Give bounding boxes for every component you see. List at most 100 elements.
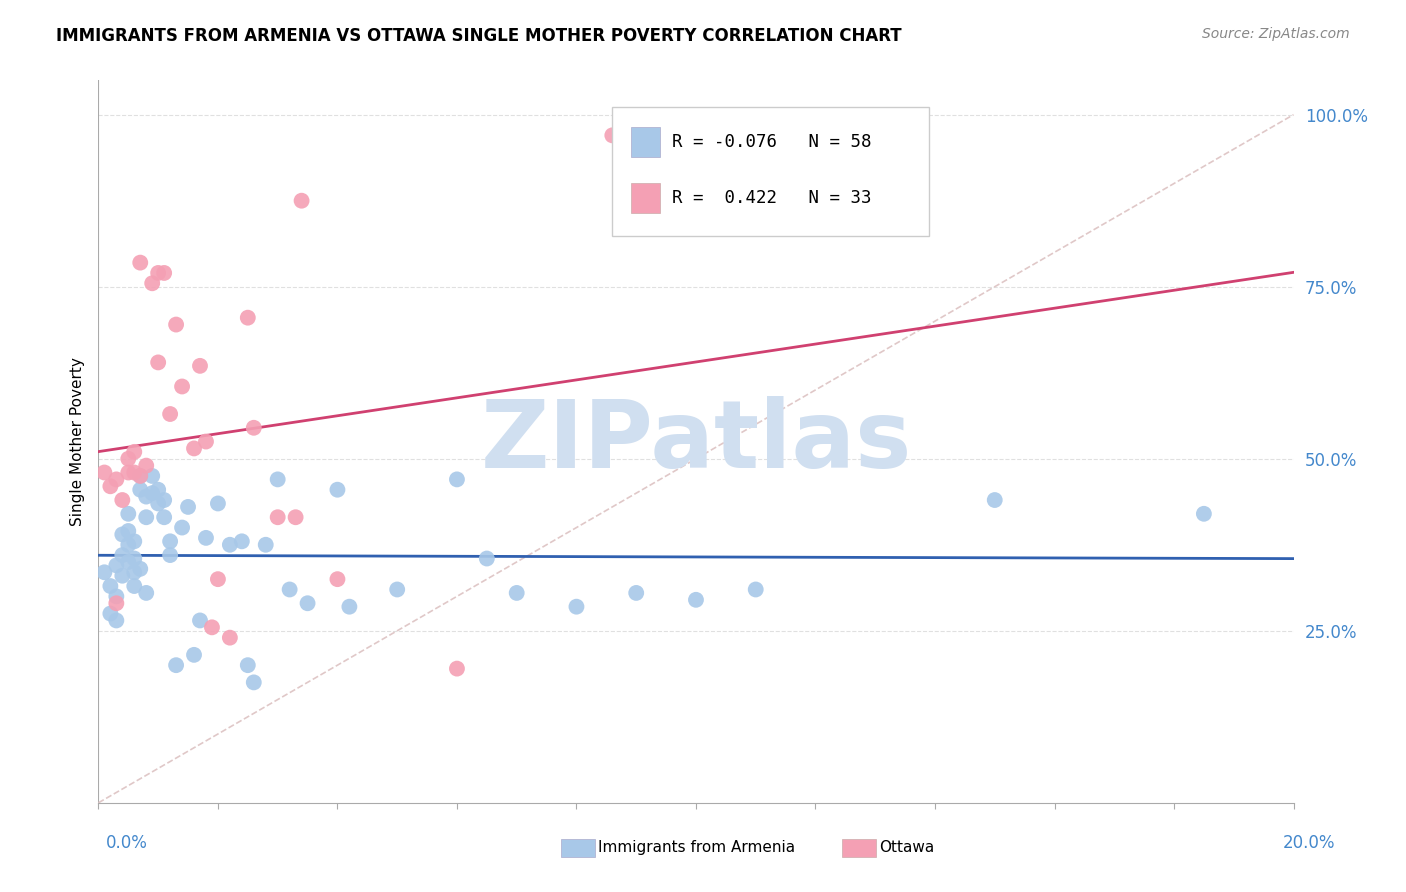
Point (219, 631, 242, 645)
Point (98, 607, 122, 621)
Point (159, 407, 181, 421)
Point (446, 662, 468, 676)
Point (626, 586, 648, 600)
Point (685, 592, 707, 607)
Point (117, 538, 139, 552)
Text: ZIPatlas: ZIPatlas (481, 395, 911, 488)
Point (165, 658, 187, 673)
Point (267, 510, 290, 524)
Point (231, 534, 253, 549)
Point (201, 620, 224, 634)
Point (93, 566, 115, 580)
Point (111, 493, 134, 508)
Point (243, 675, 266, 690)
Point (326, 572, 349, 586)
Point (159, 548, 181, 562)
Point (183, 648, 205, 662)
Point (602, 128, 624, 143)
Point (195, 531, 218, 545)
Text: Source: ZipAtlas.com: Source: ZipAtlas.com (1202, 27, 1350, 41)
Point (135, 458, 157, 473)
Point (124, 445, 146, 459)
Point (117, 466, 139, 480)
Point (129, 562, 152, 576)
Point (159, 534, 181, 549)
Point (475, 551, 498, 566)
Point (105, 558, 128, 573)
Point (177, 500, 200, 514)
Y-axis label: Single Mother Poverty: Single Mother Poverty (69, 357, 84, 526)
Point (105, 590, 128, 604)
Point (297, 596, 319, 610)
Point (111, 548, 134, 562)
Point (105, 472, 128, 486)
FancyBboxPatch shape (631, 183, 661, 213)
Point (284, 510, 307, 524)
Point (243, 421, 266, 435)
Point (172, 379, 194, 393)
FancyBboxPatch shape (613, 107, 929, 235)
Point (148, 483, 170, 497)
Point (105, 614, 128, 628)
Point (984, 493, 1007, 508)
Point (339, 599, 361, 614)
Point (124, 551, 146, 566)
FancyBboxPatch shape (631, 127, 661, 157)
Point (129, 255, 152, 269)
Point (135, 490, 157, 504)
Point (188, 614, 211, 628)
Point (207, 572, 229, 586)
Point (446, 472, 468, 486)
Text: Ottawa: Ottawa (879, 840, 934, 855)
Point (124, 534, 146, 549)
Point (172, 520, 194, 534)
Point (105, 596, 128, 610)
Point (183, 442, 205, 456)
Point (124, 466, 146, 480)
Point (236, 310, 259, 325)
Point (117, 451, 139, 466)
Point (141, 277, 163, 291)
Point (153, 266, 176, 280)
Point (254, 538, 277, 552)
Point (93, 466, 115, 480)
Text: 0.0%: 0.0% (105, 834, 148, 852)
Point (111, 527, 134, 541)
Point (148, 266, 170, 280)
Point (141, 469, 163, 483)
Point (236, 658, 259, 673)
Point (219, 538, 242, 552)
Point (506, 586, 529, 600)
Point (135, 586, 157, 600)
Point (153, 510, 176, 524)
Point (326, 483, 349, 497)
Point (565, 599, 588, 614)
Point (129, 483, 152, 497)
Point (98, 479, 122, 493)
Point (153, 493, 176, 508)
Point (129, 469, 152, 483)
Point (129, 469, 152, 483)
Point (278, 582, 301, 597)
Point (745, 582, 768, 597)
Point (141, 486, 163, 500)
Point (207, 496, 229, 510)
Point (291, 194, 314, 208)
Point (188, 359, 211, 373)
Text: R =  0.422   N = 33: R = 0.422 N = 33 (672, 189, 872, 207)
Point (385, 582, 409, 597)
Point (124, 579, 146, 593)
Text: R = -0.076   N = 58: R = -0.076 N = 58 (672, 133, 872, 151)
Point (165, 318, 187, 332)
Point (148, 355, 170, 369)
Text: 20.0%: 20.0% (1284, 834, 1336, 852)
Point (117, 524, 139, 538)
Point (135, 510, 157, 524)
Point (117, 555, 139, 569)
Text: Immigrants from Armenia: Immigrants from Armenia (598, 840, 794, 855)
Point (195, 434, 218, 449)
Point (1192, 507, 1215, 521)
Text: IMMIGRANTS FROM ARMENIA VS OTTAWA SINGLE MOTHER POVERTY CORRELATION CHART: IMMIGRANTS FROM ARMENIA VS OTTAWA SINGLE… (56, 27, 901, 45)
Point (111, 568, 134, 582)
Point (124, 566, 146, 580)
